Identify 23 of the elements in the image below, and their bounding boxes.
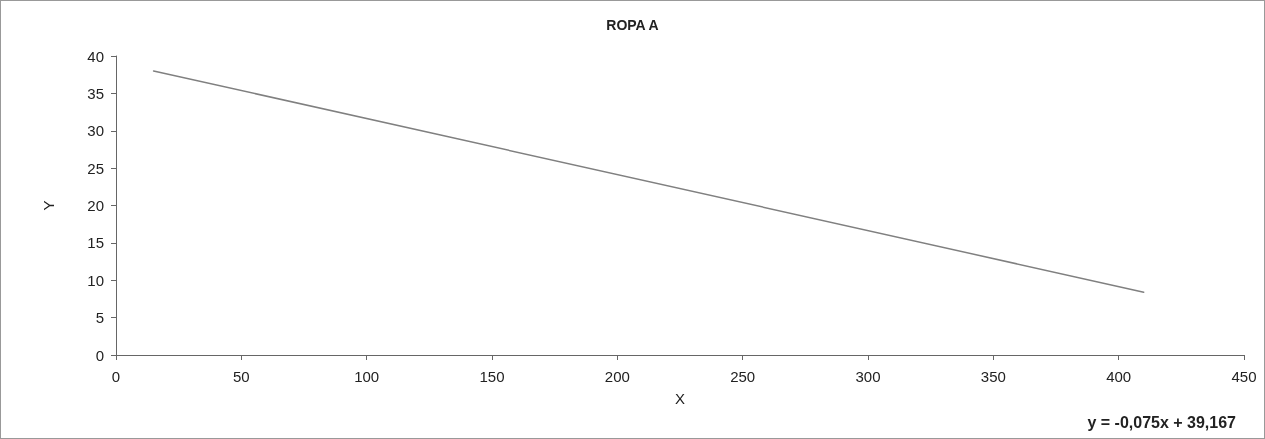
y-axis-title: Y (40, 200, 57, 211)
y-tick-label: 25 (87, 159, 104, 177)
x-tick-label: 50 (232, 368, 250, 385)
x-tick-label: 400 (1106, 368, 1132, 385)
y-tick-label: 35 (87, 84, 104, 102)
x-tick-label: 300 (855, 368, 881, 385)
y-tick-label: 5 (95, 309, 104, 327)
y-tick-label: 20 (87, 197, 104, 214)
x-tick-label: 350 (980, 368, 1006, 385)
y-tick-label: 10 (87, 271, 104, 289)
y-tick-label: 0 (95, 346, 104, 364)
x-tick-label: 150 (479, 368, 505, 385)
text: y = -0,075x + 39,167 (1087, 413, 1237, 431)
x-tick-label: 250 (730, 368, 756, 385)
x-tick-label: 450 (1231, 368, 1257, 385)
x-tick-label: 0 (111, 368, 121, 385)
y-tick-label: 30 (87, 122, 104, 140)
chart-title: ROPA A (606, 17, 659, 33)
x-tick-label: 200 (604, 368, 630, 385)
y-tick-label: 40 (87, 47, 104, 65)
x-tick-label: 100 (354, 368, 380, 385)
y-tick-label: 15 (87, 234, 104, 252)
x-axis-title: X (674, 390, 686, 407)
